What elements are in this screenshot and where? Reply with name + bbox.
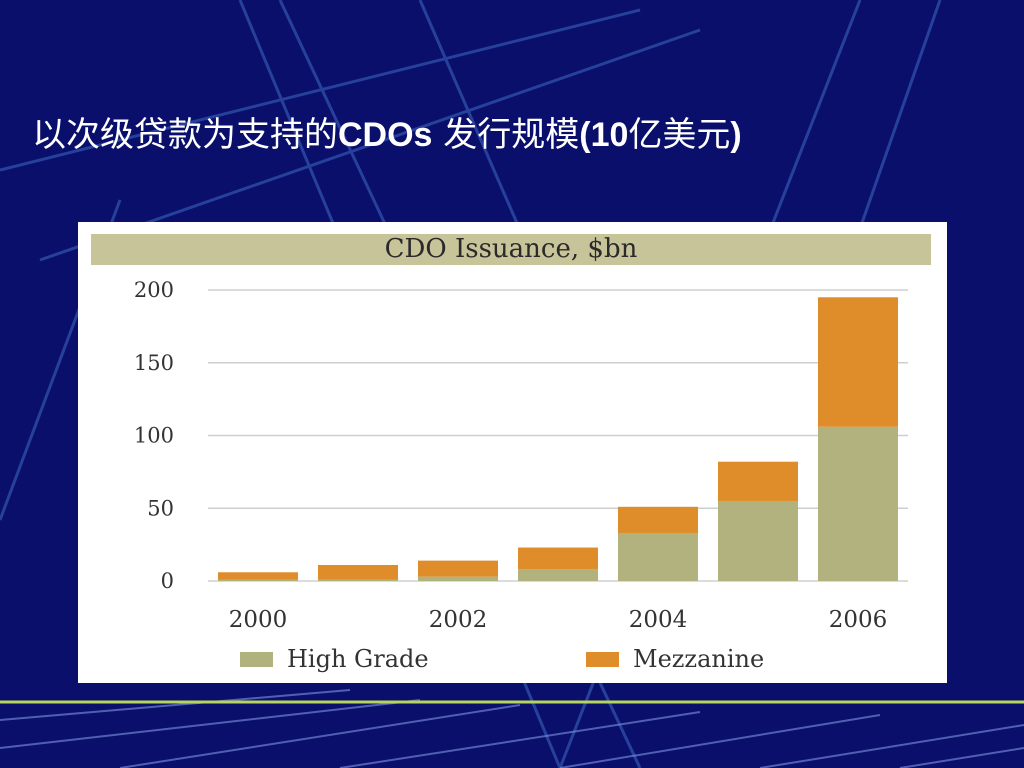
- bar-segment: [218, 572, 298, 580]
- bar-segment: [818, 297, 898, 427]
- x-tick-label: 2004: [629, 607, 688, 633]
- bar-segment: [618, 532, 698, 581]
- chart-plot: 0 50 100 150 200 2000 2002 2004 2006: [134, 278, 908, 633]
- bar-segment: [818, 426, 898, 581]
- bar-segment: [418, 576, 498, 581]
- slide-title: 以次级贷款为支持的CDOs 发行规模(10亿美元): [32, 110, 992, 160]
- legend-label-high-grade: High Grade: [287, 645, 429, 673]
- chart-panel: CDO Issuance, $bn 0 50 100 150 200 2000 2002 20…: [78, 222, 947, 683]
- y-tick-label: 0: [161, 569, 174, 593]
- slide-title-part: 亿美元: [628, 115, 731, 155]
- legend-swatch-high-grade: [240, 652, 273, 667]
- legend-label-mezzanine: Mezzanine: [633, 645, 765, 673]
- bar-segment: [218, 579, 298, 581]
- y-tick-label: 100: [134, 424, 174, 448]
- slide-title-part: ): [730, 116, 742, 154]
- legend-item-mezzanine: Mezzanine: [586, 646, 886, 672]
- slide-title-part: CDOs: [338, 116, 433, 154]
- slide-title-part: (10: [579, 116, 629, 154]
- bar-segment: [318, 564, 398, 580]
- y-tick-label: 150: [134, 351, 174, 375]
- chart-header: CDO Issuance, $bn: [91, 234, 931, 265]
- x-tick-label: 2002: [429, 607, 488, 633]
- slide-title-part: 以次级贷款为支持的: [32, 115, 338, 155]
- bar-segment: [618, 506, 698, 533]
- y-tick-label: 50: [147, 496, 174, 520]
- x-tick-label: 2000: [229, 607, 288, 633]
- chart-title: CDO Issuance, $bn: [384, 234, 638, 264]
- bar-segment: [718, 500, 798, 581]
- y-tick-label: 200: [134, 278, 174, 302]
- bar-segment: [718, 461, 798, 501]
- bar-segment: [418, 560, 498, 577]
- legend-swatch-mezzanine: [586, 652, 619, 667]
- legend-item-high-grade: High Grade: [240, 646, 540, 672]
- slide-title-part: 发行规模: [432, 115, 580, 155]
- bar-segment: [518, 547, 598, 570]
- x-tick-label: 2006: [829, 607, 888, 633]
- bar-segment: [318, 579, 398, 581]
- bar-segment: [518, 569, 598, 581]
